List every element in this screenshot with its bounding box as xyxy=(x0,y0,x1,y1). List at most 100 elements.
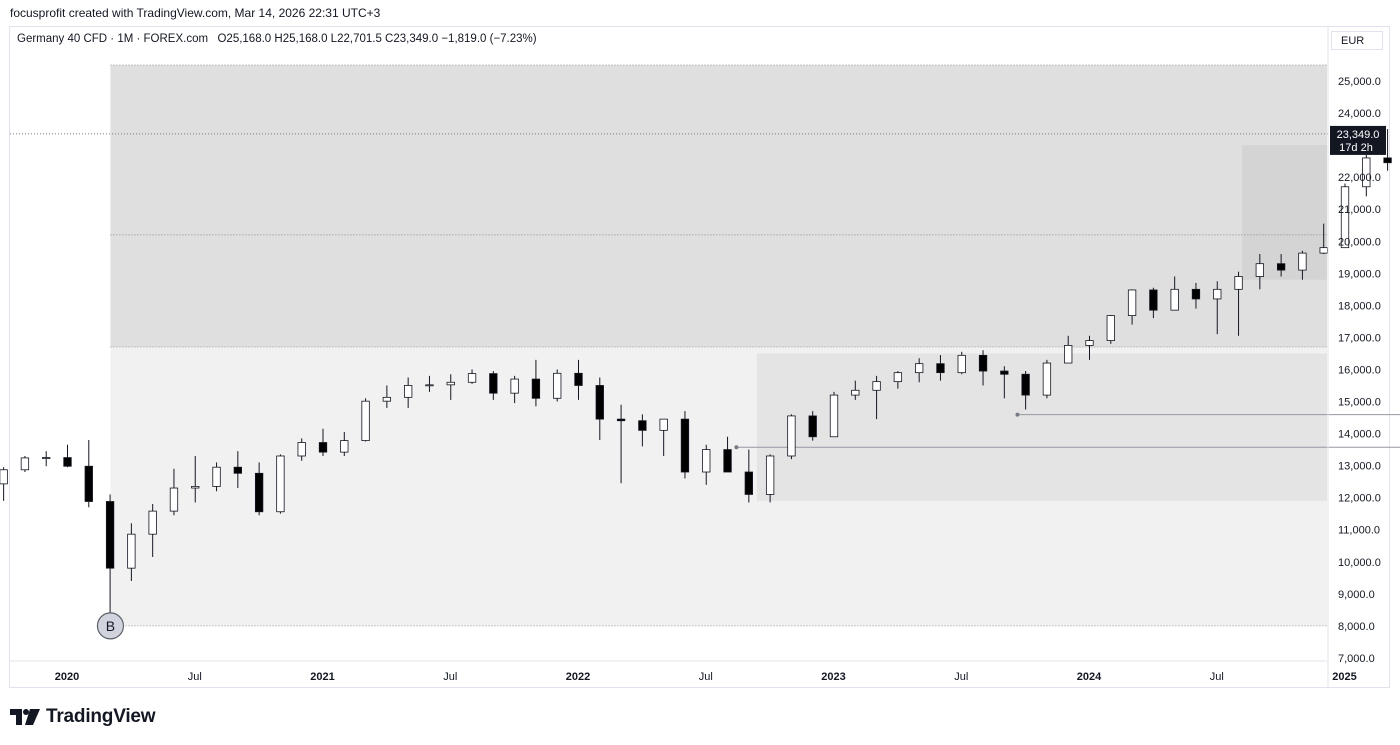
axes-layer: 7,000.0 8,000.0 9,000.0 10,000.0 11,000.0 12,… xyxy=(10,27,1386,687)
candle-body xyxy=(808,415,817,438)
price-tick-label: 20,000.0 xyxy=(1338,236,1381,248)
candle xyxy=(957,351,966,375)
candle xyxy=(638,414,647,447)
price-tick-label: 7,000.0 xyxy=(1338,653,1375,665)
candle xyxy=(531,359,541,407)
candle-body xyxy=(1064,345,1073,364)
candle xyxy=(127,523,136,581)
candle-body xyxy=(915,363,924,374)
candle xyxy=(723,436,732,473)
chart-caption: focusprofit created with TradingView.com… xyxy=(10,6,381,20)
candle xyxy=(893,371,903,389)
candle-body xyxy=(212,466,221,487)
candle-body xyxy=(957,354,966,374)
tradingview-logo[interactable]: TradingView xyxy=(10,706,156,728)
candle xyxy=(169,468,179,516)
candle-body xyxy=(105,501,115,569)
candle xyxy=(765,454,775,503)
candle-body xyxy=(169,487,179,512)
price-tick-label: 10,000.0 xyxy=(1338,557,1381,569)
candle-body xyxy=(84,465,93,502)
candle xyxy=(1085,335,1094,360)
candle-body xyxy=(574,372,583,386)
candle xyxy=(446,374,455,400)
candle-body xyxy=(553,372,562,399)
low-value: 22,701.5 xyxy=(337,33,382,45)
candle xyxy=(63,444,72,468)
candle xyxy=(1000,366,1009,399)
price-tick-label: 22,000.0 xyxy=(1338,172,1381,184)
candle xyxy=(382,385,392,408)
currency-button[interactable]: EUR xyxy=(1331,31,1383,50)
last-price-countdown: 17d 2h xyxy=(1339,142,1373,154)
candle xyxy=(553,369,562,402)
price-tick-label: 17,000.0 xyxy=(1338,332,1381,344)
price-tick-label: 19,000.0 xyxy=(1338,268,1381,280)
candle-body xyxy=(1362,157,1371,188)
candle-body xyxy=(63,457,72,467)
candle-body xyxy=(1234,276,1243,290)
candle xyxy=(659,418,668,456)
price-tick-label: 25,000.0 xyxy=(1338,76,1381,88)
close-value: 23,349.0 xyxy=(393,33,439,45)
zone-low-ob xyxy=(756,353,1327,501)
candle-body xyxy=(765,455,775,495)
time-tick-label: 2020 xyxy=(55,671,79,683)
candle-body xyxy=(1298,252,1307,271)
symbol-legend: Germany 40 CFD · 1M · FOREX.com O25,168.… xyxy=(17,33,537,45)
level-13572-anchor xyxy=(734,445,739,450)
candle-body xyxy=(1383,157,1392,164)
candle xyxy=(212,462,221,492)
candle xyxy=(1021,371,1030,410)
candle xyxy=(1064,335,1073,364)
last-price-badge xyxy=(1330,125,1386,155)
open-value: 25,168.0 xyxy=(226,33,272,45)
price-tick-label: 15,000.0 xyxy=(1338,397,1381,409)
candle-body xyxy=(1340,186,1350,249)
candle-body xyxy=(254,472,264,513)
symbol-name[interactable]: Germany 40 CFD · 1M · FOREX.com xyxy=(17,33,209,45)
candle-body xyxy=(0,469,8,485)
candle-body xyxy=(1149,289,1158,311)
price-tick-label: 11,000.0 xyxy=(1338,525,1380,537)
annotations-layer: M OBM OFM OFM OBAB xyxy=(96,612,125,640)
candle xyxy=(978,350,988,386)
marker-b-circle xyxy=(96,612,125,640)
candle-body xyxy=(361,400,370,442)
high-label: H xyxy=(274,33,283,45)
candle xyxy=(1234,271,1243,336)
time-tick-label: 2023 xyxy=(821,671,845,683)
candle xyxy=(361,398,370,442)
zone-big-range-upper xyxy=(110,64,1327,348)
price-tick-label: 9,000.0 xyxy=(1338,589,1375,601)
time-tick-label: Jul xyxy=(188,671,202,683)
candle xyxy=(191,455,200,503)
horizontal-lines-layer: 14,589.013,572.5 xyxy=(10,133,1400,450)
candle xyxy=(872,375,881,420)
time-tick-label: Jul xyxy=(954,671,968,683)
candle xyxy=(1042,359,1052,399)
candle-body xyxy=(616,418,626,422)
candle xyxy=(254,462,264,516)
candle-body xyxy=(1276,263,1286,271)
zones-layer xyxy=(110,64,1327,627)
candle-body xyxy=(510,378,519,394)
candle xyxy=(1298,250,1307,280)
candle-body xyxy=(233,466,242,474)
candle-body xyxy=(680,418,690,473)
candle-body xyxy=(1000,370,1009,375)
candle-body xyxy=(489,373,498,394)
candle-body xyxy=(1191,288,1201,300)
candle-body xyxy=(404,385,413,398)
candle-body xyxy=(659,418,668,431)
candle xyxy=(915,358,924,383)
time-tick-label: 2025 xyxy=(1332,671,1356,683)
candle xyxy=(680,411,690,479)
price-tick-label: 13,000.0 xyxy=(1338,461,1381,473)
candle-body xyxy=(467,373,477,383)
candle xyxy=(574,359,583,400)
candle-body xyxy=(318,442,328,453)
candle xyxy=(702,444,711,485)
change-value: −1,819.0 (−7.23%) xyxy=(441,33,537,45)
